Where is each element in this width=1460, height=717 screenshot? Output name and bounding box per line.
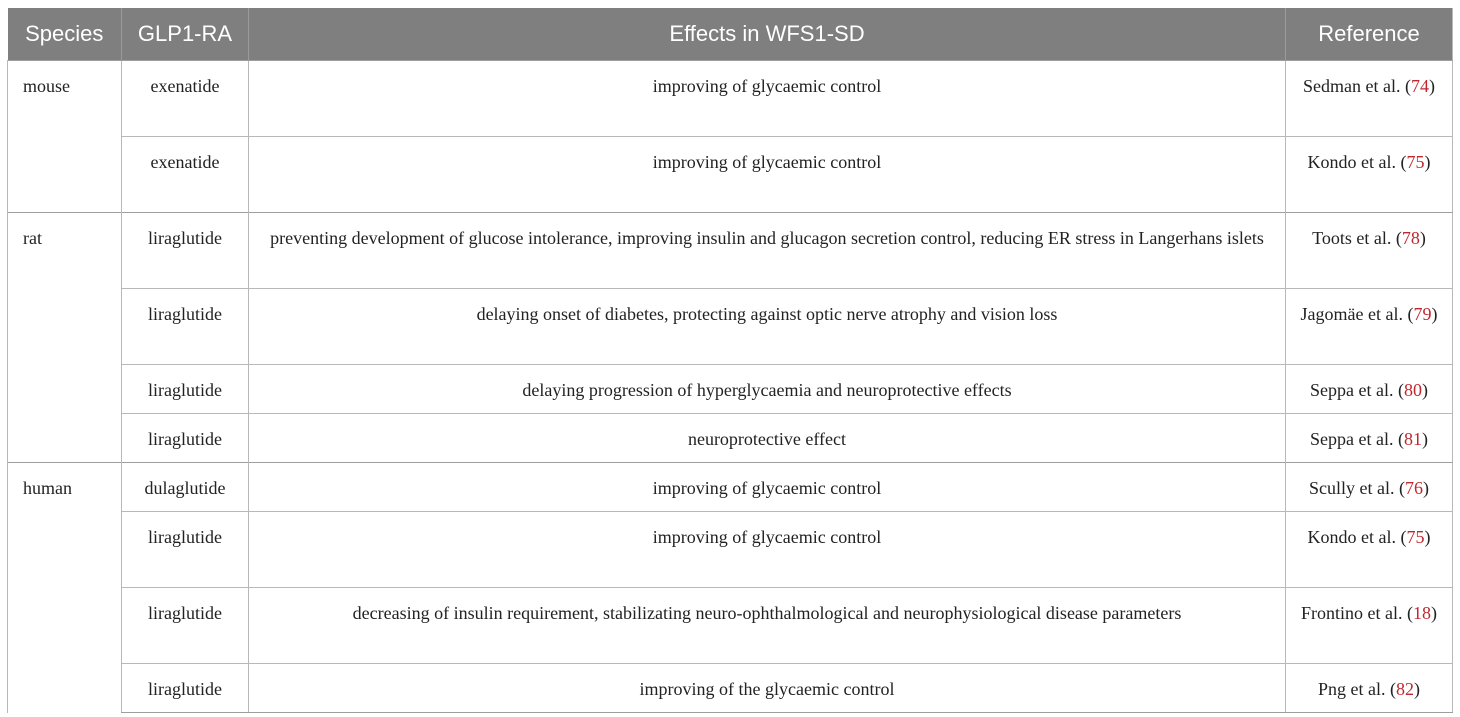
reference-authors: Kondo et al.	[1307, 152, 1396, 172]
table-row: liraglutide neuroprotective effect Seppa…	[8, 413, 1453, 463]
table-row: liraglutide improving of glycaemic contr…	[8, 511, 1453, 588]
table-row: liraglutide delaying progression of hype…	[8, 364, 1453, 414]
table-row: rat liraglutide preventing development o…	[7, 212, 1453, 463]
drug-cell: liraglutide	[121, 511, 249, 588]
reference-authors: Png et al.	[1318, 679, 1386, 699]
citation-link[interactable]: 75	[1406, 152, 1425, 172]
species-cell: mouse	[7, 60, 122, 213]
effect-cell: improving of the glycaemic control	[248, 663, 1286, 713]
header-effects: Effects in WFS1-SD	[248, 8, 1286, 61]
drug-cell: liraglutide	[121, 364, 249, 414]
effect-cell: delaying onset of diabetes, protecting a…	[248, 288, 1286, 365]
header-species: Species	[7, 8, 122, 61]
reference-cell: Jagomäe et al. (79)	[1285, 288, 1453, 365]
reference-cell: Frontino et al. (18)	[1285, 587, 1453, 664]
drug-cell: liraglutide	[121, 413, 249, 463]
citation-link[interactable]: 81	[1403, 429, 1422, 449]
species-cell: rat	[7, 212, 122, 463]
drug-cell: exenatide	[121, 60, 249, 137]
effect-cell: decreasing of insulin requirement, stabi…	[248, 587, 1286, 664]
drug-cell: liraglutide	[121, 587, 249, 664]
header-reference: Reference	[1285, 8, 1453, 61]
effect-cell: improving of glycaemic control	[248, 511, 1286, 588]
reference-authors: Kondo et al.	[1307, 527, 1396, 547]
drug-cell: dulaglutide	[121, 462, 249, 512]
effect-cell: delaying progression of hyperglycaemia a…	[248, 364, 1286, 414]
reference-authors: Sedman et al.	[1303, 76, 1401, 96]
table-row: exenatide improving of glycaemic control…	[8, 136, 1453, 213]
reference-authors: Jagomäe et al.	[1300, 304, 1403, 324]
reference-cell: Seppa et al. (81)	[1285, 413, 1453, 463]
reference-cell: Toots et al. (78)	[1285, 212, 1453, 289]
citation-link[interactable]: 18	[1413, 603, 1431, 623]
reference-cell: Kondo et al. (75)	[1285, 511, 1453, 588]
effect-cell: improving of glycaemic control	[248, 60, 1286, 137]
reference-authors: Scully et al.	[1309, 478, 1395, 498]
effect-cell: improving of glycaemic control	[248, 136, 1286, 213]
table-row: human dulaglutide improving of glycaemic…	[7, 462, 1453, 713]
species-cell: human	[7, 462, 122, 713]
table-container: Species GLP1-RA Effects in WFS1-SD Refer…	[7, 8, 1453, 713]
citation-link[interactable]: 80	[1403, 380, 1422, 400]
citation-link[interactable]: 78	[1401, 228, 1420, 248]
table-row: mouse exenatide improving of glycaemic c…	[7, 60, 1453, 213]
citation-link[interactable]: 82	[1396, 679, 1414, 699]
reference-cell: Png et al. (82)	[1285, 663, 1453, 713]
citation-link[interactable]: 74	[1410, 76, 1429, 96]
reference-cell: Sedman et al. (74)	[1285, 60, 1453, 137]
effect-cell: neuroprotective effect	[248, 413, 1286, 463]
table-row: liraglutide decreasing of insulin requir…	[8, 587, 1453, 664]
effect-cell: preventing development of glucose intole…	[248, 212, 1286, 289]
effect-cell: improving of glycaemic control	[248, 462, 1286, 512]
reference-authors: Frontino et al.	[1301, 603, 1403, 623]
citation-link[interactable]: 79	[1413, 304, 1432, 324]
drug-cell: exenatide	[121, 136, 249, 213]
header-glp1ra: GLP1-RA	[121, 8, 249, 61]
drug-cell: liraglutide	[121, 288, 249, 365]
reference-authors: Seppa et al.	[1310, 380, 1394, 400]
wfs1-glp1ra-table: Species GLP1-RA Effects in WFS1-SD Refer…	[7, 8, 1453, 713]
table-row: liraglutide delaying onset of diabetes, …	[8, 288, 1453, 365]
table-header: Species GLP1-RA Effects in WFS1-SD Refer…	[7, 8, 1453, 61]
reference-authors: Toots et al.	[1312, 228, 1392, 248]
table-row: liraglutide improving of the glycaemic c…	[8, 663, 1453, 713]
reference-cell: Seppa et al. (80)	[1285, 364, 1453, 414]
reference-cell: Scully et al. (76)	[1285, 462, 1453, 512]
citation-link[interactable]: 75	[1406, 527, 1425, 547]
drug-cell: liraglutide	[121, 663, 249, 713]
reference-authors: Seppa et al.	[1310, 429, 1394, 449]
citation-link[interactable]: 76	[1404, 478, 1423, 498]
drug-cell: liraglutide	[121, 212, 249, 289]
reference-cell: Kondo et al. (75)	[1285, 136, 1453, 213]
